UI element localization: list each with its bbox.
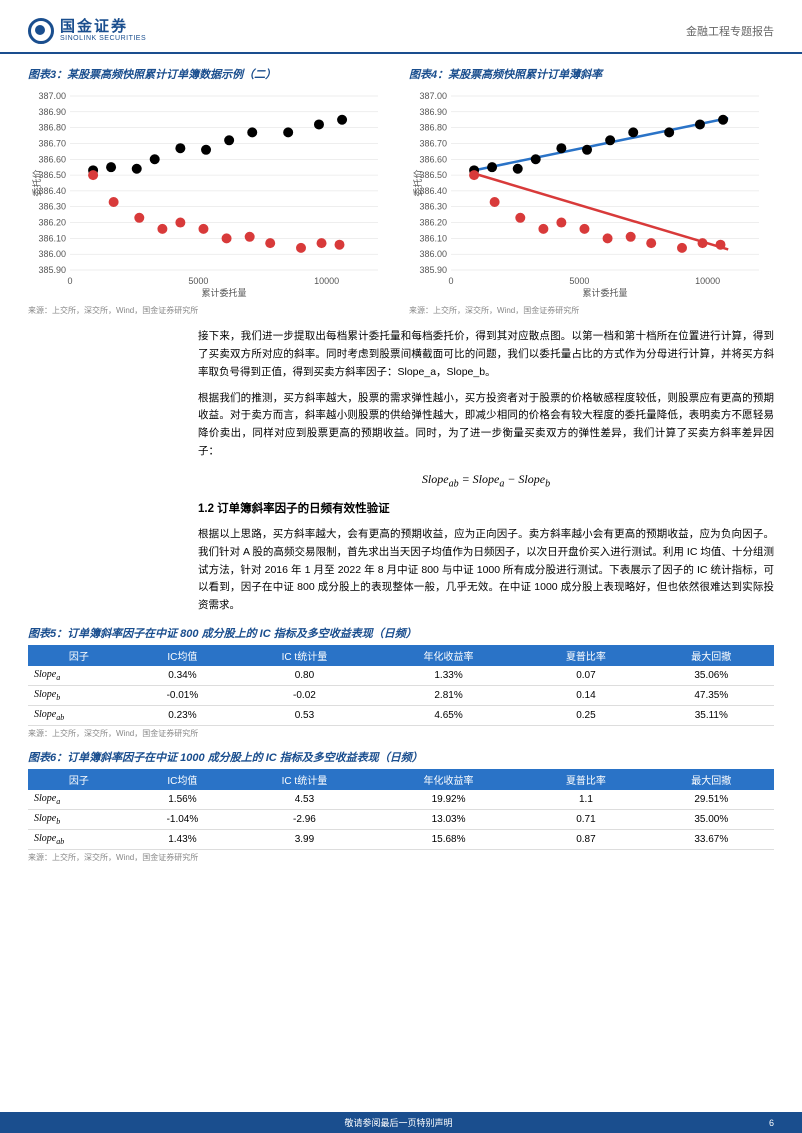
footer-text: 敬请参阅最后一页特别声明 (28, 1116, 769, 1129)
table5-title: 图表5：订单簿斜率因子在中证 800 成分股上的 IC 指标及多空收益表现（日频… (28, 625, 774, 641)
brand-icon (28, 18, 54, 44)
brand-name-cn: 国金证券 (60, 19, 146, 36)
svg-text:386.50: 386.50 (419, 170, 447, 180)
page-header: 国金证券 SINOLINK SECURITIES 金融工程专题报告 (0, 0, 802, 54)
brand-logo: 国金证券 SINOLINK SECURITIES (28, 18, 146, 44)
para1: 接下来，我们进一步提取出每档累计委托量和每档委托价，得到其对应散点图。以第一档和… (198, 328, 774, 382)
svg-text:385.90: 385.90 (38, 265, 66, 275)
svg-text:386.20: 386.20 (419, 218, 447, 228)
svg-text:386.10: 386.10 (419, 233, 447, 243)
svg-text:委托价: 委托价 (412, 169, 423, 196)
svg-text:386.00: 386.00 (38, 249, 66, 259)
page-number: 6 (769, 1118, 774, 1128)
svg-text:5000: 5000 (188, 276, 208, 286)
formula: Slopeab = Slopea − Slopeb (198, 469, 774, 492)
svg-text:累计委托量: 累计委托量 (582, 287, 627, 298)
table6-source: 来源：上交所，深交所，Wind，国金证券研究所 (28, 852, 774, 863)
body-text-block: 接下来，我们进一步提取出每档累计委托量和每档委托价，得到其对应散点图。以第一档和… (198, 328, 774, 615)
table6-title: 图表6：订单簿斜率因子在中证 1000 成分股上的 IC 指标及多空收益表现（日… (28, 749, 774, 765)
page-footer: 敬请参阅最后一页特别声明 6 (0, 1112, 802, 1133)
svg-text:386.50: 386.50 (38, 170, 66, 180)
brand-name-en: SINOLINK SECURITIES (60, 35, 146, 43)
fig3-title: 图表3：某股票高频快照累计订单簿数据示例（二） (28, 66, 393, 82)
para2: 根据我们的推测，买方斜率越大，股票的需求弹性越小，买方投资者对于股票的价格敏感程… (198, 390, 774, 461)
svg-text:386.40: 386.40 (419, 186, 447, 196)
svg-text:387.00: 387.00 (38, 91, 66, 101)
svg-text:386.70: 386.70 (419, 138, 447, 148)
report-type: 金融工程专题报告 (686, 23, 774, 39)
section-1-2-title: 1.2 订单簿斜率因子的日频有效性验证 (198, 500, 774, 520)
svg-text:385.90: 385.90 (419, 265, 447, 275)
svg-text:386.70: 386.70 (38, 138, 66, 148)
svg-text:386.60: 386.60 (419, 154, 447, 164)
svg-text:386.80: 386.80 (419, 123, 447, 133)
svg-text:387.00: 387.00 (419, 91, 447, 101)
para3: 根据以上思路，买方斜率越大，会有更高的预期收益，应为正向因子。卖方斜率越小会有更… (198, 526, 774, 615)
svg-text:10000: 10000 (314, 276, 339, 286)
svg-text:0: 0 (448, 276, 453, 286)
fig4-title: 图表4：某股票高频快照累计订单薄斜率 (409, 66, 774, 82)
svg-text:累计委托量: 累计委托量 (201, 287, 246, 298)
svg-text:386.20: 386.20 (38, 218, 66, 228)
fig3-source: 来源：上交所，深交所，Wind，国金证券研究所 (28, 305, 393, 316)
svg-text:386.00: 386.00 (419, 249, 447, 259)
svg-text:10000: 10000 (695, 276, 720, 286)
svg-text:386.60: 386.60 (38, 154, 66, 164)
svg-text:386.90: 386.90 (38, 107, 66, 117)
svg-text:0: 0 (67, 276, 72, 286)
table6: 因子IC均值IC t统计量年化收益率夏普比率最大回撤Slopea1.56%4.5… (28, 769, 774, 850)
table5-source: 来源：上交所，深交所，Wind，国金证券研究所 (28, 728, 774, 739)
table5: 因子IC均值IC t统计量年化收益率夏普比率最大回撤Slopea0.34%0.8… (28, 645, 774, 726)
svg-text:委托价: 委托价 (31, 169, 42, 196)
svg-text:386.90: 386.90 (419, 107, 447, 117)
svg-text:386.30: 386.30 (419, 202, 447, 212)
fig3-chart: 385.90 386.00 386.10 386.20 386.30 386.40 386.… (28, 88, 388, 298)
svg-text:386.10: 386.10 (38, 233, 66, 243)
fig4-source: 来源：上交所，深交所，Wind，国金证券研究所 (409, 305, 774, 316)
svg-text:386.80: 386.80 (38, 123, 66, 133)
fig4-chart: 385.90 386.00 386.10 386.20 386.30 386.40 386.… (409, 88, 769, 298)
svg-text:386.30: 386.30 (38, 202, 66, 212)
svg-text:386.40: 386.40 (38, 186, 66, 196)
svg-text:5000: 5000 (569, 276, 589, 286)
